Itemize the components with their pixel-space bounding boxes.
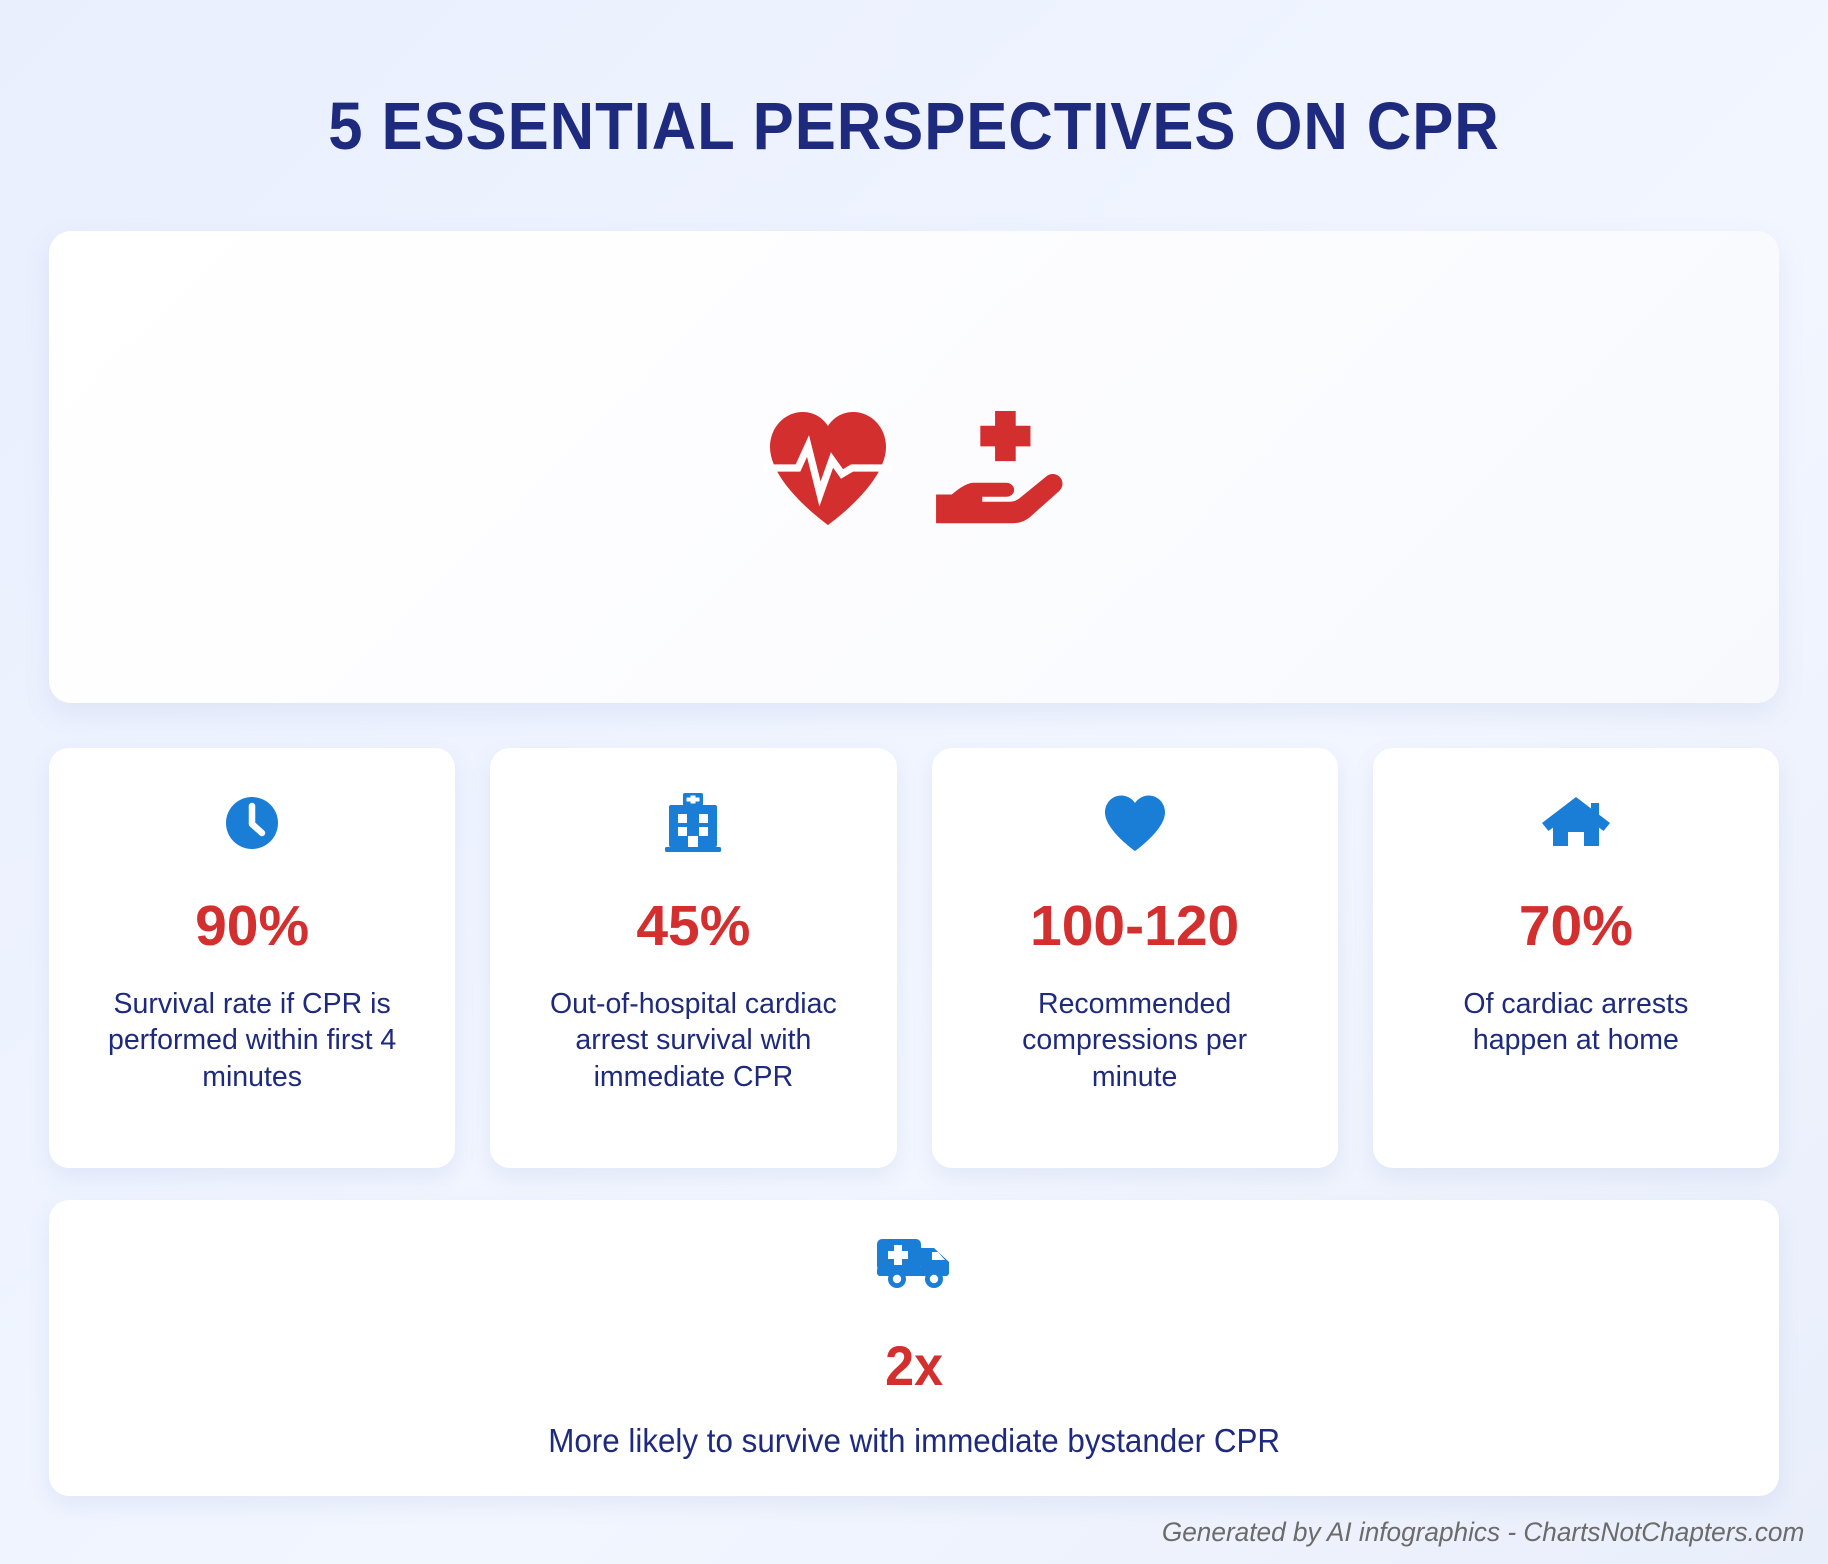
stat-value: 100-120 bbox=[1030, 894, 1240, 958]
stat-value: 45% bbox=[636, 894, 751, 958]
stat-label: Of cardiac arrests happen at home bbox=[1463, 988, 1689, 1057]
stat-cards-row: 90% Survival rate if CPR is performed wi… bbox=[49, 748, 1779, 1168]
stat-value: 70% bbox=[1518, 894, 1633, 958]
stat-label: Survival rate if CPR is performed within… bbox=[107, 988, 397, 1093]
home-icon bbox=[1540, 790, 1612, 856]
stat-card-out-of-hospital-survival: 45% Out-of-hospital cardiac arrest survi… bbox=[490, 748, 897, 1168]
bottom-highlight-card: 2x More likely to survive with immediate… bbox=[49, 1200, 1779, 1496]
hero-card bbox=[49, 231, 1779, 703]
hand-holding-medical-cross-icon bbox=[934, 408, 1064, 526]
bottom-label: More likely to survive with immediate by… bbox=[548, 1422, 1280, 1459]
page-title: 5 ESSENTIAL PERSPECTIVES ON CPR bbox=[328, 89, 1500, 164]
stat-card-compressions-per-minute: 100-120 Recommended compressions per min… bbox=[931, 748, 1338, 1168]
footer-attribution: Generated by AI infographics - ChartsNot… bbox=[1161, 1517, 1804, 1547]
hospital-building-icon bbox=[665, 790, 722, 856]
stat-value: 90% bbox=[195, 894, 310, 958]
ambulance-icon bbox=[875, 1232, 953, 1294]
stat-card-arrests-at-home: 70% Of cardiac arrests happen at home bbox=[1372, 748, 1779, 1168]
bottom-value: 2x bbox=[885, 1334, 943, 1397]
heart-pulse-icon bbox=[764, 408, 892, 526]
heart-icon bbox=[1102, 790, 1168, 856]
stat-label: Recommended compressions per minute bbox=[1022, 988, 1248, 1093]
hero-icon-group bbox=[764, 408, 1064, 526]
stat-label: Out-of-hospital cardiac arrest survival … bbox=[550, 988, 837, 1093]
clock-icon bbox=[223, 790, 281, 856]
stat-card-survival-rate: 90% Survival rate if CPR is performed wi… bbox=[49, 748, 456, 1168]
